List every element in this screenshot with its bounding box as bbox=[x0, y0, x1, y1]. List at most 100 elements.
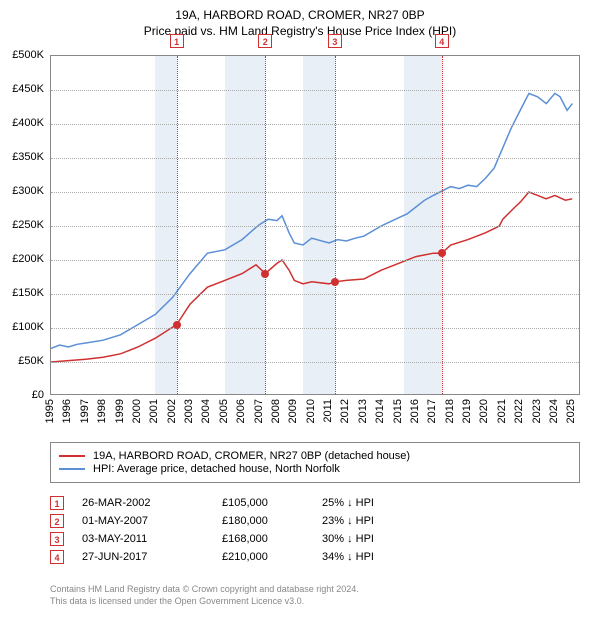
x-tick-label: 2005 bbox=[218, 399, 230, 423]
sale-price: £210,000 bbox=[222, 551, 322, 563]
x-tick-label: 2025 bbox=[565, 399, 577, 423]
band-marker: 2 bbox=[258, 34, 272, 48]
x-tick-label: 2019 bbox=[461, 399, 473, 423]
sale-price: £105,000 bbox=[222, 497, 322, 509]
x-tick-label: 2008 bbox=[270, 399, 282, 423]
gridline bbox=[51, 158, 579, 159]
x-tick-label: 2015 bbox=[392, 399, 404, 423]
gridline bbox=[51, 226, 579, 227]
x-tick-label: 2000 bbox=[131, 399, 143, 423]
band-marker: 4 bbox=[435, 34, 449, 48]
sale-date: 01-MAY-2007 bbox=[82, 515, 222, 527]
y-tick-label: £100K bbox=[0, 321, 44, 333]
x-tick-label: 2010 bbox=[305, 399, 317, 423]
x-tick-label: 1999 bbox=[114, 399, 126, 423]
x-tick-label: 2001 bbox=[148, 399, 160, 423]
y-tick-label: £250K bbox=[0, 219, 44, 231]
gridline bbox=[51, 362, 579, 363]
gridline bbox=[51, 124, 579, 125]
x-tick-label: 2012 bbox=[339, 399, 351, 423]
x-tick-label: 2018 bbox=[444, 399, 456, 423]
series-hpi bbox=[51, 93, 572, 348]
x-tick-label: 2013 bbox=[357, 399, 369, 423]
sale-diff: 23% ↓ HPI bbox=[322, 515, 422, 527]
y-tick-label: £150K bbox=[0, 287, 44, 299]
title-address: 19A, HARBORD ROAD, CROMER, NR27 0BP bbox=[0, 8, 600, 22]
x-tick-label: 2006 bbox=[235, 399, 247, 423]
x-tick-label: 2023 bbox=[531, 399, 543, 423]
legend-label: HPI: Average price, detached house, Nort… bbox=[93, 463, 340, 475]
x-tick-label: 2020 bbox=[478, 399, 490, 423]
gridline bbox=[51, 90, 579, 91]
legend: 19A, HARBORD ROAD, CROMER, NR27 0BP (det… bbox=[50, 442, 580, 483]
sale-vline bbox=[335, 56, 336, 394]
legend-label: 19A, HARBORD ROAD, CROMER, NR27 0BP (det… bbox=[93, 450, 410, 462]
y-tick-label: £500K bbox=[0, 49, 44, 61]
chart-container: 19A, HARBORD ROAD, CROMER, NR27 0BP Pric… bbox=[0, 0, 600, 620]
sale-vline bbox=[442, 56, 443, 394]
sale-row: 4 27-JUN-2017£210,00034% ↓ HPI bbox=[50, 550, 422, 564]
gridline bbox=[51, 260, 579, 261]
y-tick-label: £300K bbox=[0, 185, 44, 197]
x-tick-label: 2009 bbox=[287, 399, 299, 423]
legend-item: 19A, HARBORD ROAD, CROMER, NR27 0BP (det… bbox=[59, 450, 571, 462]
sale-vline bbox=[177, 56, 178, 394]
x-tick-label: 2002 bbox=[166, 399, 178, 423]
title-subtitle: Price paid vs. HM Land Registry's House … bbox=[0, 24, 600, 38]
sale-price: £180,000 bbox=[222, 515, 322, 527]
y-tick-label: £400K bbox=[0, 117, 44, 129]
sale-marker: 2 bbox=[50, 514, 64, 528]
x-tick-label: 2022 bbox=[513, 399, 525, 423]
series-price_paid bbox=[51, 192, 572, 362]
x-tick-label: 1998 bbox=[96, 399, 108, 423]
titles: 19A, HARBORD ROAD, CROMER, NR27 0BP Pric… bbox=[0, 0, 600, 38]
sale-diff: 34% ↓ HPI bbox=[322, 551, 422, 563]
sale-row: 1 26-MAR-2002£105,00025% ↓ HPI bbox=[50, 496, 422, 510]
legend-swatch bbox=[59, 468, 85, 470]
footer-line1: Contains HM Land Registry data © Crown c… bbox=[50, 584, 359, 596]
legend-item: HPI: Average price, detached house, Nort… bbox=[59, 463, 571, 475]
sale-point bbox=[261, 270, 269, 278]
y-tick-label: £50K bbox=[0, 355, 44, 367]
sale-date: 27-JUN-2017 bbox=[82, 551, 222, 563]
sale-date: 26-MAR-2002 bbox=[82, 497, 222, 509]
gridline bbox=[51, 328, 579, 329]
y-tick-label: £0 bbox=[0, 389, 44, 401]
x-tick-label: 2024 bbox=[548, 399, 560, 423]
gridline bbox=[51, 294, 579, 295]
y-tick-label: £350K bbox=[0, 151, 44, 163]
y-tick-label: £450K bbox=[0, 83, 44, 95]
plot-area: 1234 bbox=[50, 55, 580, 395]
x-tick-label: 2004 bbox=[200, 399, 212, 423]
x-tick-label: 2017 bbox=[426, 399, 438, 423]
footer-line2: This data is licensed under the Open Gov… bbox=[50, 596, 359, 608]
sale-vline bbox=[265, 56, 266, 394]
sale-diff: 30% ↓ HPI bbox=[322, 533, 422, 545]
sale-row: 2 01-MAY-2007£180,00023% ↓ HPI bbox=[50, 514, 422, 528]
sale-price: £168,000 bbox=[222, 533, 322, 545]
sale-marker: 4 bbox=[50, 550, 64, 564]
x-tick-label: 2011 bbox=[322, 399, 334, 423]
sale-row: 3 03-MAY-2011£168,00030% ↓ HPI bbox=[50, 532, 422, 546]
gridline bbox=[51, 192, 579, 193]
x-tick-label: 2003 bbox=[183, 399, 195, 423]
band-marker: 1 bbox=[170, 34, 184, 48]
x-tick-label: 2014 bbox=[374, 399, 386, 423]
sale-diff: 25% ↓ HPI bbox=[322, 497, 422, 509]
x-tick-label: 1996 bbox=[61, 399, 73, 423]
sale-marker: 1 bbox=[50, 496, 64, 510]
sale-point bbox=[173, 321, 181, 329]
x-tick-label: 2016 bbox=[409, 399, 421, 423]
chart-area: 1234 £0£50K£100K£150K£200K£250K£300K£350… bbox=[50, 55, 580, 395]
sale-point bbox=[438, 249, 446, 257]
footer: Contains HM Land Registry data © Crown c… bbox=[50, 584, 359, 607]
x-tick-label: 1995 bbox=[44, 399, 56, 423]
x-tick-label: 2007 bbox=[253, 399, 265, 423]
legend-swatch bbox=[59, 455, 85, 457]
sale-date: 03-MAY-2011 bbox=[82, 533, 222, 545]
x-tick-label: 2021 bbox=[496, 399, 508, 423]
sale-point bbox=[331, 278, 339, 286]
sales-table: 1 26-MAR-2002£105,00025% ↓ HPI 2 01-MAY-200… bbox=[50, 492, 422, 568]
band-marker: 3 bbox=[328, 34, 342, 48]
sale-marker: 3 bbox=[50, 532, 64, 546]
